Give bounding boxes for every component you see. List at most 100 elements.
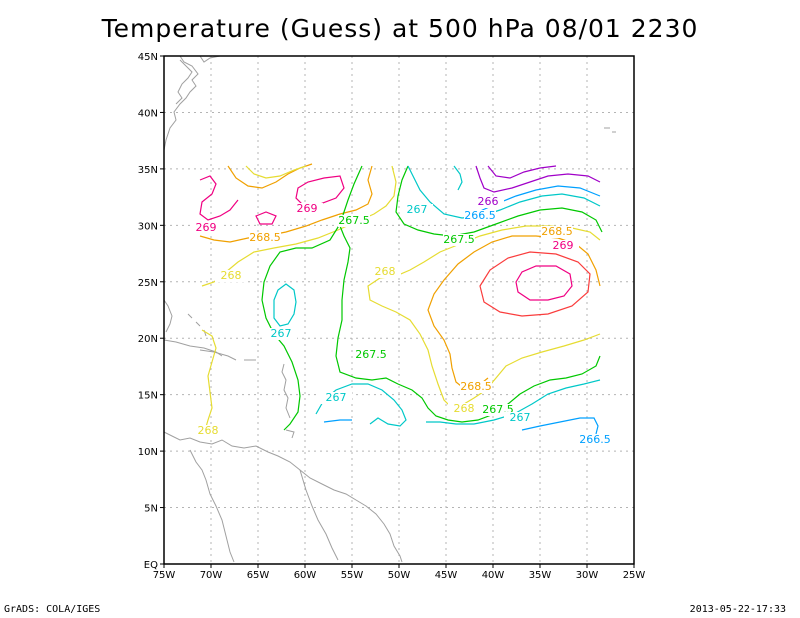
contour-label: 267	[407, 203, 428, 216]
lat-tick-label: 5N	[144, 504, 158, 515]
lon-tick-label: 65W	[247, 570, 270, 581]
contour-label: 269	[196, 221, 217, 234]
lat-tick-label: 40N	[138, 108, 158, 119]
contour-268-caribbean	[201, 329, 217, 435]
coast-bermuda	[604, 127, 616, 133]
contour-266-5-south	[323, 417, 599, 435]
coast-trinidad	[285, 429, 295, 439]
coast-venezuela-lake	[189, 449, 235, 563]
lon-tick-label: 50W	[388, 570, 411, 581]
coast-florida	[163, 299, 173, 333]
contour-label: 268	[221, 269, 242, 282]
contour-label-bg	[369, 266, 401, 278]
contour-label: 267	[510, 411, 531, 424]
lat-tick-label: EQ	[144, 560, 158, 571]
contour-268-north	[245, 165, 307, 179]
contour-label-bg	[192, 425, 224, 437]
lat-tick-label: 30N	[138, 221, 158, 232]
map-title: Temperature (Guess) at 500 hPa 08/01 223…	[101, 14, 699, 43]
lat-tick-label: 35N	[138, 165, 158, 176]
contour-label: 268.5	[541, 225, 573, 238]
contour-label-bg	[265, 328, 297, 340]
contour-label-bg	[460, 381, 492, 393]
contour-label: 267.5	[443, 233, 475, 246]
contour-label-bg	[464, 210, 496, 222]
contour-label-bg	[338, 215, 370, 227]
contour-label: 268	[198, 424, 219, 437]
contour-label: 266	[478, 195, 499, 208]
contour-label-bg	[579, 434, 611, 446]
contour-label-bg	[355, 349, 387, 361]
contour-267-south	[315, 383, 407, 427]
contour-label: 266.5	[464, 209, 496, 222]
footer-timestamp: 2013-05-22-17:33	[689, 604, 786, 615]
axis-ticks	[160, 55, 635, 568]
coast-lesser-antilles	[281, 363, 291, 419]
contour-266	[475, 165, 601, 193]
contour-269-north	[295, 175, 345, 207]
lon-tick-label: 40W	[482, 570, 505, 581]
coast-south-america	[163, 431, 403, 563]
contour-label: 268.5	[249, 231, 281, 244]
contour-label-bg	[504, 412, 536, 424]
contour-label-bg	[541, 226, 573, 238]
footer-credit: GrADS: COLA/IGES	[4, 604, 101, 615]
contour-268-5-east	[427, 235, 601, 391]
lon-tick-label: 75W	[153, 570, 176, 581]
lon-tick-label: 70W	[200, 570, 223, 581]
contour-269-nw	[199, 175, 239, 221]
contour-label: 267	[271, 327, 292, 340]
contour-label-bg	[472, 196, 504, 208]
contour-267-north2	[453, 165, 463, 191]
contour-label-bg	[190, 222, 222, 234]
lon-tick-label: 60W	[294, 570, 317, 581]
contour-label-bg	[448, 403, 480, 415]
coast-new-england	[175, 59, 193, 105]
contour-label-bg	[401, 204, 433, 216]
contour-label: 269	[553, 239, 574, 252]
contour-label-bg	[291, 203, 323, 215]
lat-tick-labels: 45N 40N 35N 30N 25N 20N 15N 10N 5N EQ	[138, 52, 158, 571]
coast-north-america	[163, 55, 221, 151]
contour-267-loop	[273, 283, 297, 327]
grid-lines	[164, 56, 634, 564]
contour-269-small	[255, 211, 277, 225]
coastlines	[163, 55, 616, 563]
contour-label: 267.5	[338, 214, 370, 227]
coast-hispaniola	[199, 349, 237, 361]
contour-label-bg	[320, 392, 352, 404]
lon-tick-label: 45W	[435, 570, 458, 581]
lat-tick-label: 15N	[138, 391, 158, 402]
contour-label-bg	[249, 232, 281, 244]
coast-cuba	[163, 339, 223, 357]
contour-268-mid	[367, 225, 601, 409]
contour-label-bg	[547, 240, 579, 252]
lon-tick-labels: 75W 70W 65W 60W 55W 50W 45W 40W 35W 30W 25W	[153, 570, 646, 581]
lon-tick-label: 35W	[529, 570, 552, 581]
coast-guianas	[299, 469, 339, 561]
lat-tick-label: 45N	[138, 52, 158, 63]
coast-bahamas	[187, 313, 207, 337]
contour-269-east	[479, 251, 591, 317]
contour-label: 268	[454, 402, 475, 415]
contour-label: 268	[375, 265, 396, 278]
lat-tick-label: 25N	[138, 278, 158, 289]
contour-label-bg	[215, 270, 247, 282]
lon-tick-label: 55W	[341, 570, 364, 581]
lon-tick-label: 30W	[576, 570, 599, 581]
contour-269-5-east	[515, 265, 573, 301]
contour-label: 269	[297, 202, 318, 215]
contour-267-5-south	[335, 225, 601, 423]
lat-tick-label: 10N	[138, 447, 158, 458]
contour-label: 267	[326, 391, 347, 404]
contour-268-5-west	[199, 165, 373, 243]
contour-label: 267.5	[355, 348, 387, 361]
contour-268-west	[201, 165, 397, 287]
contour-label: 266.5	[579, 433, 611, 446]
lat-tick-label: 20N	[138, 334, 158, 345]
contour-266-b	[487, 165, 557, 179]
lon-tick-label: 25W	[623, 570, 646, 581]
